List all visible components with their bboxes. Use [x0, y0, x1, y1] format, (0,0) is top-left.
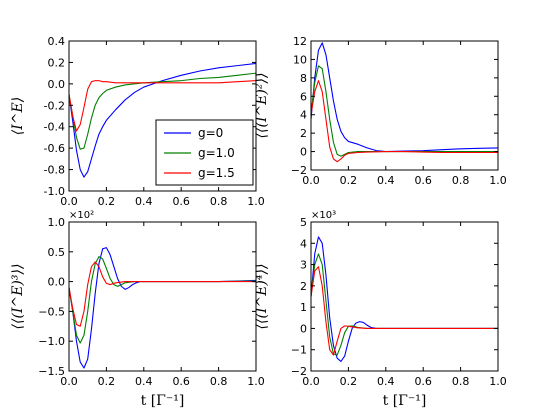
y-tick-label: 0.0 — [48, 78, 66, 91]
series-line-g-1-5 — [311, 266, 498, 356]
x-axis-label: t [Γ⁻¹] — [383, 393, 427, 409]
x-tick-label: 0.0 — [302, 174, 320, 187]
y-tick-label: -0.4 — [44, 121, 65, 134]
x-tick-label: 0.8 — [452, 174, 470, 187]
subplot-4: 0.0 0.2 0.4 0.6 0.8 1.0 −2 −1 0 1 2 3 4 5 ⟨⟨(I^E)⁴⟩⟩ ×1… — [254, 210, 507, 409]
y-tick-label: 3 — [300, 259, 307, 272]
y-tick-label: -0.6 — [44, 142, 65, 155]
x-tick-label: 0.4 — [135, 375, 153, 388]
x-ticks: 0.0 0.2 0.4 0.6 0.8 1.0 — [60, 222, 265, 388]
legend-label: g=1.5 — [198, 166, 235, 180]
y-axis-label: ⟨⟨(I^E)²⟩⟩ — [254, 73, 270, 139]
y-tick-label: 1 — [300, 301, 307, 314]
y-ticks: −1.5 −1.0 −0.5 0.0 0.5 1.0 — [38, 216, 256, 378]
axis-multiplier: ×10² — [69, 210, 94, 221]
x-ticks: 0.0 0.2 0.4 0.6 0.8 1.0 — [302, 41, 507, 187]
series-line-g-1-5 — [69, 261, 256, 327]
x-tick-label: 0.4 — [377, 174, 395, 187]
series-line-g-1-0 — [69, 72, 256, 150]
y-tick-label: 0.4 — [48, 35, 66, 48]
y-tick-label: 0 — [300, 322, 307, 335]
y-tick-label: 12 — [293, 35, 307, 48]
axes-frame — [68, 40, 257, 192]
y-tick-label: −1.5 — [38, 365, 65, 378]
y-tick-label: −1.0 — [38, 335, 65, 348]
y-tick-label: −2 — [291, 164, 307, 177]
y-tick-label: -0.8 — [44, 164, 65, 177]
legend-label: g=1.0 — [198, 146, 235, 160]
series-line-g-0 — [311, 42, 498, 153]
series-line-g-0 — [311, 236, 498, 362]
y-axis-label: ⟨⟨(I^E)³⟩⟩ — [10, 264, 26, 330]
y-tick-label: −2 — [291, 365, 307, 378]
x-tick-label: 0.2 — [98, 375, 116, 388]
x-ticks: 0.0 0.2 0.4 0.6 0.8 1.0 — [60, 41, 265, 208]
x-tick-label: 0.0 — [60, 375, 78, 388]
subplot-1: 0.0 0.2 0.4 0.6 0.8 1.0-1.0-0.8-0.6-0.4-0.20.… — [10, 35, 265, 208]
y-tick-label: 4 — [300, 109, 307, 122]
y-tick-label: 2 — [300, 127, 307, 140]
x-tick-label: 0.0 — [302, 375, 320, 388]
y-tick-label: 2 — [300, 280, 307, 293]
x-tick-label: 0.6 — [414, 375, 432, 388]
x-tick-label: 0.8 — [210, 375, 228, 388]
x-tick-label: 1.0 — [489, 174, 507, 187]
x-tick-label: 0.0 — [60, 195, 78, 208]
x-tick-label: 0.8 — [452, 375, 470, 388]
y-tick-label: 10 — [293, 53, 307, 66]
x-tick-label: 1.0 — [489, 375, 507, 388]
x-tick-label: 0.8 — [210, 195, 228, 208]
x-tick-label: 0.4 — [135, 195, 153, 208]
y-tick-label: −1 — [291, 344, 307, 357]
y-tick-label: 0.0 — [48, 276, 66, 289]
x-tick-label: 0.2 — [340, 174, 358, 187]
y-tick-label: 0.2 — [48, 56, 66, 69]
y-tick-label: 0 — [300, 146, 307, 159]
y-ticks: −2 0 2 4 6 8 10 12 — [291, 35, 498, 177]
series-line-g-1-5 — [69, 80, 256, 132]
y-axis-label: ⟨I^E⟩ — [10, 97, 26, 135]
x-tick-label: 0.6 — [172, 195, 190, 208]
y-tick-label: -0.2 — [44, 99, 65, 112]
series-line-g-1-0 — [311, 65, 498, 157]
axes-frame — [310, 221, 499, 372]
y-tick-label: 1.0 — [48, 216, 66, 229]
y-tick-label: 6 — [300, 90, 307, 103]
axes-frame — [68, 221, 257, 372]
y-ticks: −2 −1 0 1 2 3 4 5 — [291, 216, 498, 378]
axes-frame — [310, 40, 499, 171]
subplot-2: 0.0 0.2 0.4 0.6 0.8 1.0 −2 0 2 4 6 8 10 12 ⟨⟨(I^E)²⟩⟩ — [254, 35, 507, 187]
subplot-3: 0.0 0.2 0.4 0.6 0.8 1.0 −1.5 −1.0 −0.5 0.0 0.5 1.0 ⟨… — [10, 210, 265, 409]
x-tick-label: 1.0 — [247, 195, 265, 208]
series-line-g-1-0 — [311, 253, 498, 356]
y-ticks: -1.0 -0.8 -0.6 -0.4 -0.2 0.0 0.2 0.4 — [44, 35, 256, 198]
series-line-g-1-0 — [69, 256, 256, 344]
x-tick-label: 0.2 — [98, 195, 116, 208]
axis-multiplier: ×10³ — [311, 210, 336, 221]
y-axis-label: ⟨⟨(I^E)⁴⟩⟩ — [254, 264, 270, 330]
x-tick-label: 0.6 — [172, 375, 190, 388]
y-tick-label: 0.5 — [48, 246, 66, 259]
series-line-g-0 — [69, 247, 256, 369]
x-ticks: 0.0 0.2 0.4 0.6 0.8 1.0 — [302, 222, 507, 388]
series-line-g-0 — [69, 62, 256, 178]
legend: g=0 g=1.0 g=1.5 — [155, 119, 254, 186]
y-tick-label: −0.5 — [38, 305, 65, 318]
y-tick-label: 5 — [300, 216, 307, 229]
x-axis-label: t [Γ⁻¹] — [141, 393, 185, 409]
y-tick-label: 8 — [300, 72, 307, 85]
series-line-g-1-5 — [311, 80, 498, 163]
y-tick-label: 4 — [300, 237, 307, 250]
legend-label: g=0 — [198, 126, 223, 140]
x-tick-label: 0.2 — [340, 375, 358, 388]
y-tick-label: -1.0 — [44, 185, 65, 198]
x-tick-label: 0.6 — [414, 174, 432, 187]
x-tick-label: 1.0 — [247, 375, 265, 388]
x-tick-label: 0.4 — [377, 375, 395, 388]
